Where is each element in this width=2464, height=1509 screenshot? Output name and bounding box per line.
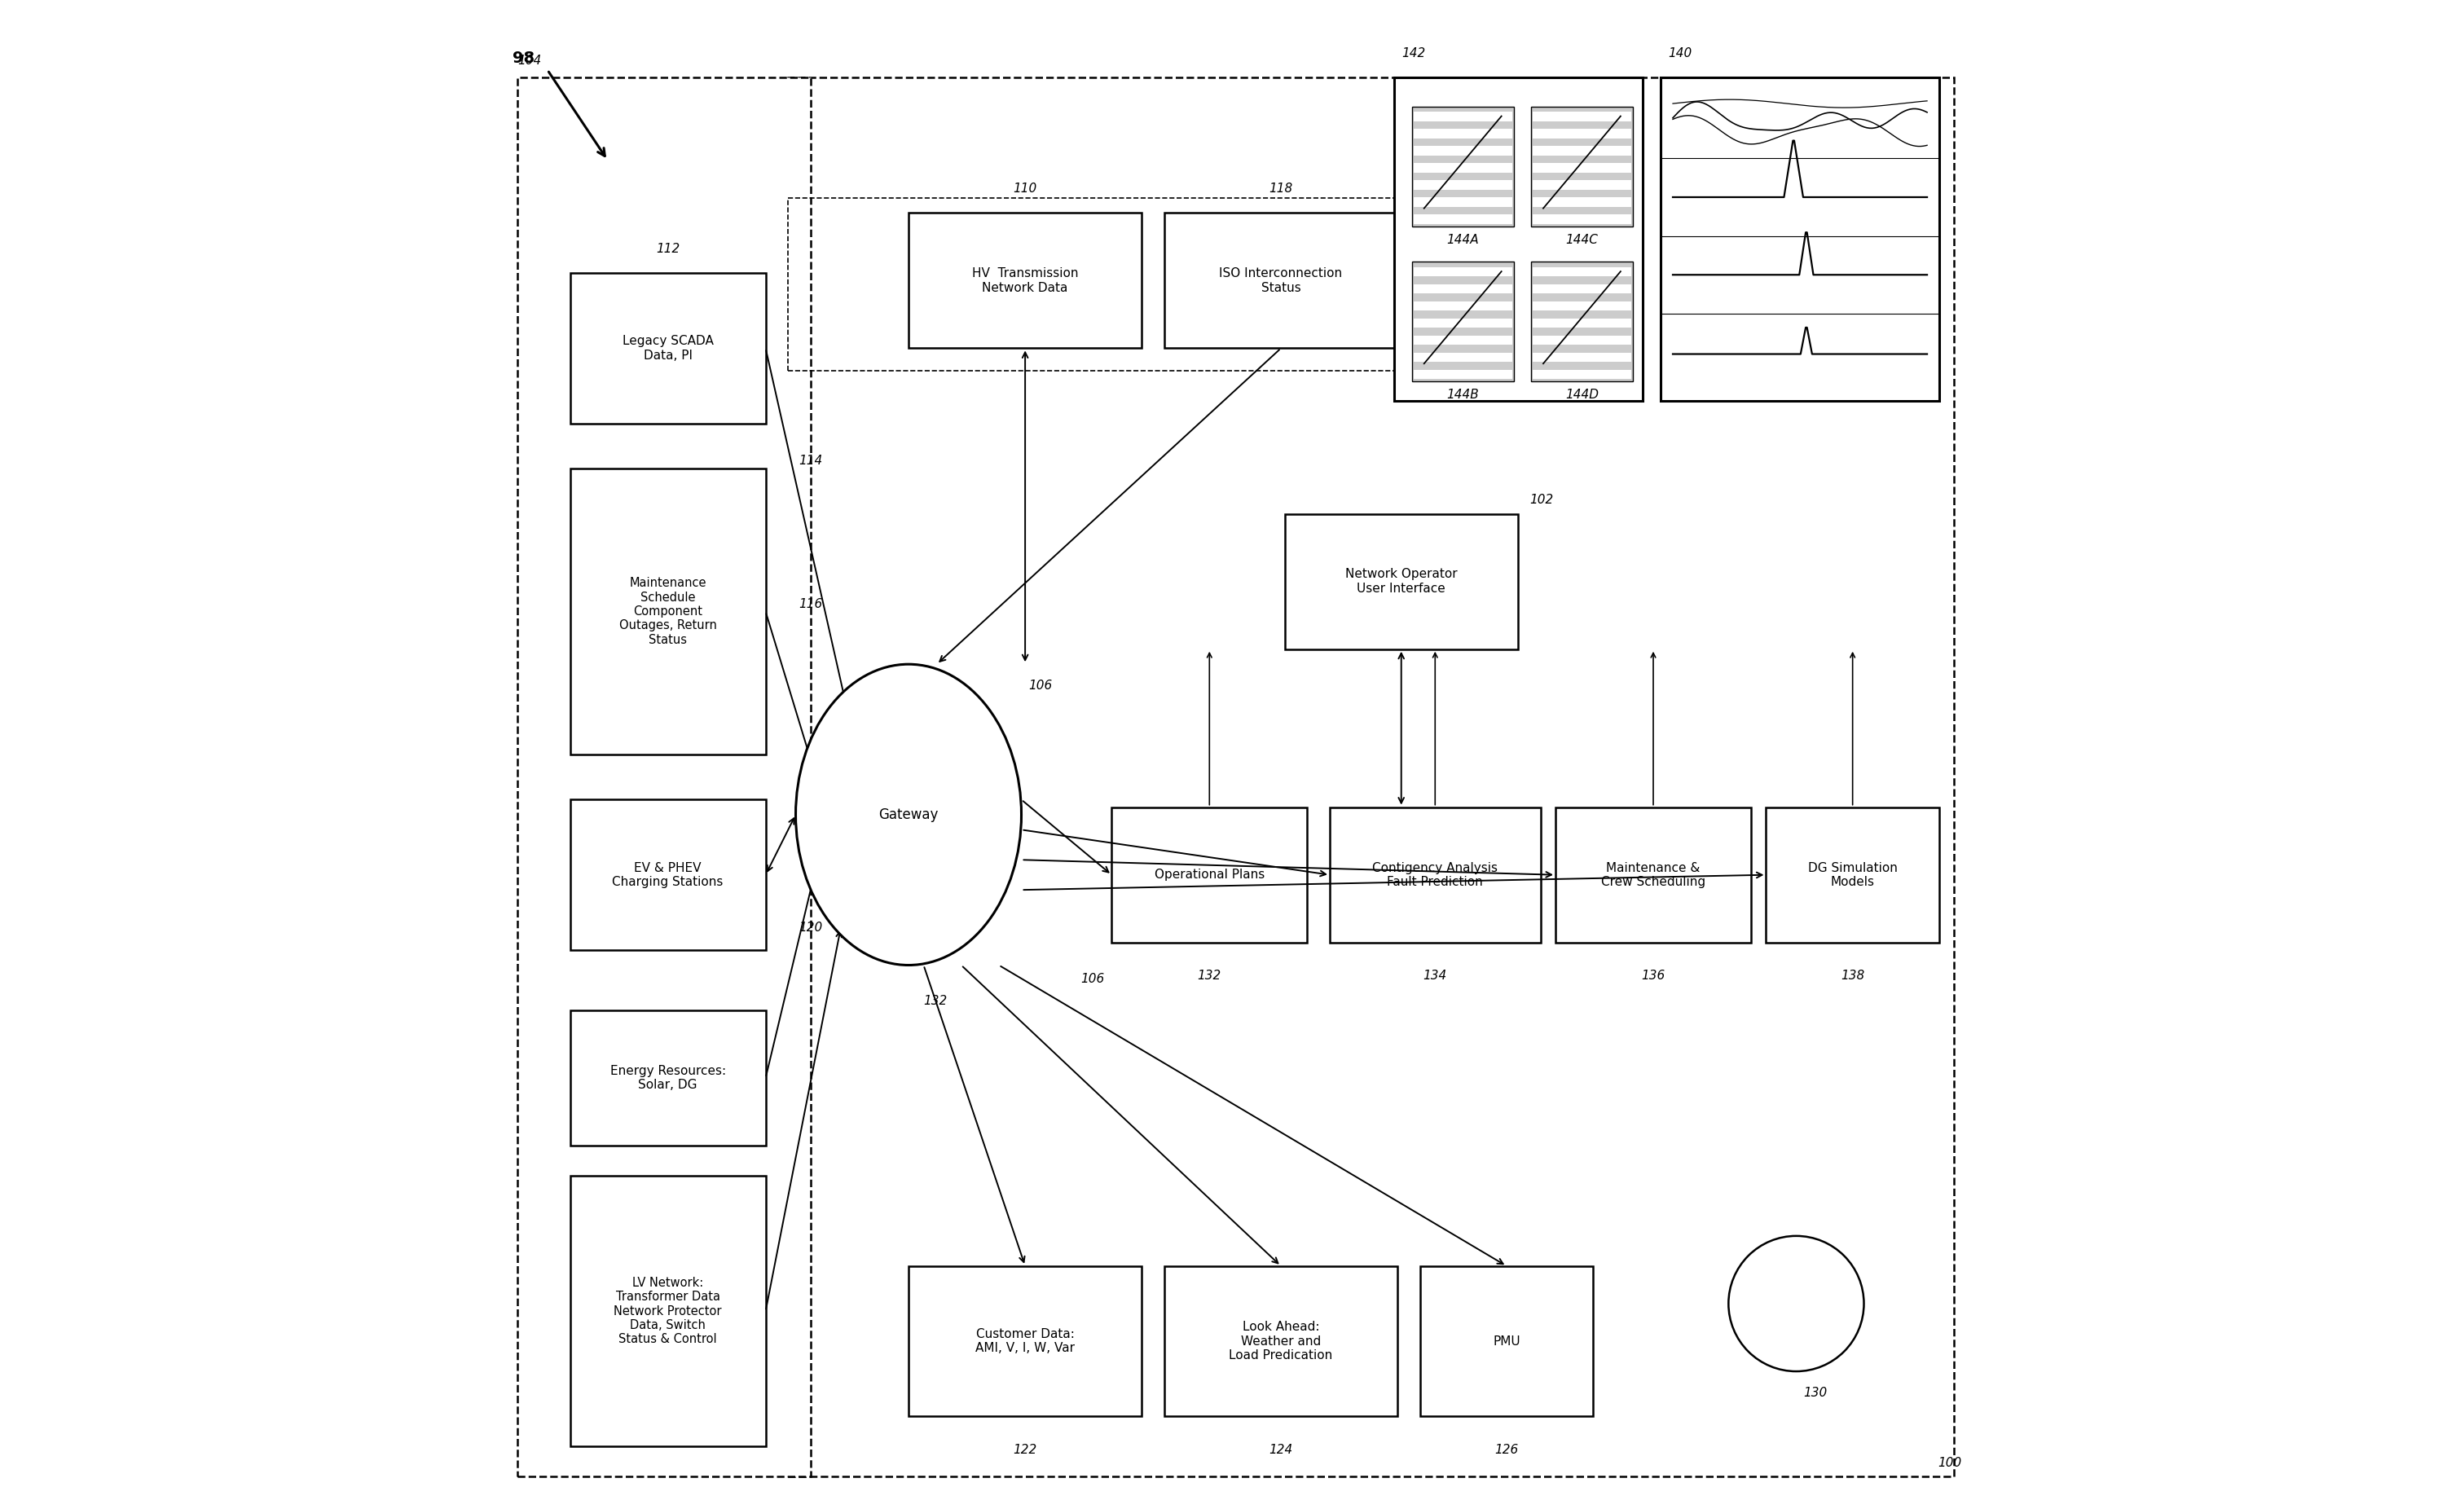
- FancyBboxPatch shape: [1530, 263, 1634, 382]
- Text: 124: 124: [1269, 1444, 1294, 1456]
- Text: Customer Data:
AMI, V, I, W, Var: Customer Data: AMI, V, I, W, Var: [976, 1328, 1074, 1355]
- FancyBboxPatch shape: [1414, 284, 1513, 293]
- FancyBboxPatch shape: [1533, 353, 1631, 362]
- Text: 116: 116: [798, 598, 823, 610]
- FancyBboxPatch shape: [1412, 263, 1513, 382]
- Text: 132: 132: [924, 996, 949, 1008]
- Text: 102: 102: [1530, 493, 1555, 506]
- Text: 144C: 144C: [1565, 234, 1599, 246]
- FancyBboxPatch shape: [1414, 267, 1513, 276]
- Text: 98: 98: [513, 50, 535, 66]
- Text: Gateway: Gateway: [880, 807, 939, 822]
- Text: 134: 134: [1424, 970, 1446, 982]
- Text: 144A: 144A: [1446, 234, 1478, 246]
- Text: 118: 118: [798, 794, 823, 806]
- FancyBboxPatch shape: [1414, 370, 1513, 379]
- FancyBboxPatch shape: [1414, 353, 1513, 362]
- FancyBboxPatch shape: [1767, 807, 1939, 943]
- Text: EV & PHEV
Charging Stations: EV & PHEV Charging Stations: [611, 862, 724, 889]
- Text: DG Simulation
Models: DG Simulation Models: [1809, 862, 1897, 889]
- Text: Look Ahead:
Weather and
Load Predication: Look Ahead: Weather and Load Predication: [1230, 1320, 1333, 1361]
- FancyBboxPatch shape: [1414, 214, 1513, 223]
- FancyBboxPatch shape: [1555, 807, 1752, 943]
- Text: 140: 140: [1668, 47, 1693, 59]
- FancyBboxPatch shape: [569, 1176, 766, 1447]
- FancyBboxPatch shape: [1412, 107, 1513, 226]
- FancyBboxPatch shape: [569, 1010, 766, 1145]
- FancyBboxPatch shape: [569, 273, 766, 424]
- Text: 118: 118: [1269, 183, 1294, 195]
- Ellipse shape: [796, 664, 1023, 966]
- FancyBboxPatch shape: [1165, 213, 1397, 349]
- Text: 110: 110: [1013, 183, 1037, 195]
- Text: 144D: 144D: [1565, 389, 1599, 401]
- FancyBboxPatch shape: [1533, 128, 1631, 139]
- Text: Contigency Analysis
Fault Prediction: Contigency Analysis Fault Prediction: [1372, 862, 1498, 889]
- Text: 144B: 144B: [1446, 389, 1478, 401]
- FancyBboxPatch shape: [1533, 302, 1631, 311]
- FancyBboxPatch shape: [1533, 370, 1631, 379]
- Text: ISO Interconnection
Status: ISO Interconnection Status: [1220, 267, 1343, 294]
- FancyBboxPatch shape: [909, 1266, 1141, 1417]
- FancyBboxPatch shape: [1414, 318, 1513, 327]
- Text: 112: 112: [655, 243, 680, 255]
- Text: 106: 106: [1079, 973, 1104, 985]
- Text: Maintenance &
Crew Scheduling: Maintenance & Crew Scheduling: [1602, 862, 1705, 889]
- FancyBboxPatch shape: [1284, 513, 1518, 649]
- FancyBboxPatch shape: [569, 800, 766, 951]
- Text: HV  Transmission
Network Data: HV Transmission Network Data: [971, 267, 1079, 294]
- FancyBboxPatch shape: [517, 77, 811, 1477]
- FancyBboxPatch shape: [1533, 284, 1631, 293]
- FancyBboxPatch shape: [1533, 214, 1631, 223]
- Text: 130: 130: [1804, 1387, 1828, 1399]
- FancyBboxPatch shape: [1111, 807, 1308, 943]
- FancyBboxPatch shape: [1533, 318, 1631, 327]
- Text: 138: 138: [1841, 970, 1865, 982]
- FancyBboxPatch shape: [1533, 335, 1631, 344]
- Text: 114: 114: [798, 456, 823, 468]
- Text: 106: 106: [1030, 679, 1052, 691]
- Text: Energy Resources:
Solar, DG: Energy Resources: Solar, DG: [611, 1065, 727, 1091]
- FancyBboxPatch shape: [1530, 107, 1634, 226]
- FancyBboxPatch shape: [569, 469, 766, 754]
- FancyBboxPatch shape: [1533, 198, 1631, 207]
- Text: 142: 142: [1402, 47, 1427, 59]
- FancyBboxPatch shape: [1414, 180, 1513, 190]
- FancyBboxPatch shape: [1414, 198, 1513, 207]
- FancyBboxPatch shape: [1419, 1266, 1594, 1417]
- Text: LV Network:
Transformer Data
Network Protector
Data, Switch
Status & Control: LV Network: Transformer Data Network Pro…: [614, 1277, 722, 1346]
- FancyBboxPatch shape: [1414, 128, 1513, 139]
- Text: Maintenance
Schedule
Component
Outages, Return
Status: Maintenance Schedule Component Outages, …: [618, 576, 717, 646]
- FancyBboxPatch shape: [1533, 146, 1631, 155]
- Text: Network Operator
User Interface: Network Operator User Interface: [1345, 569, 1456, 595]
- FancyBboxPatch shape: [1414, 112, 1513, 121]
- Circle shape: [1727, 1236, 1863, 1372]
- FancyBboxPatch shape: [1661, 77, 1939, 401]
- Text: 126: 126: [1496, 1444, 1518, 1456]
- Text: Operational Plans: Operational Plans: [1153, 869, 1264, 881]
- FancyBboxPatch shape: [1395, 77, 1643, 401]
- FancyBboxPatch shape: [788, 77, 1954, 1477]
- FancyBboxPatch shape: [1414, 335, 1513, 344]
- Text: 136: 136: [1641, 970, 1666, 982]
- FancyBboxPatch shape: [1533, 267, 1631, 276]
- FancyBboxPatch shape: [1533, 112, 1631, 121]
- Text: 104: 104: [517, 54, 542, 66]
- Text: PMU: PMU: [1493, 1335, 1520, 1348]
- FancyBboxPatch shape: [1414, 163, 1513, 172]
- Text: 132: 132: [1198, 970, 1222, 982]
- FancyBboxPatch shape: [1533, 180, 1631, 190]
- FancyBboxPatch shape: [1414, 146, 1513, 155]
- FancyBboxPatch shape: [1331, 807, 1540, 943]
- FancyBboxPatch shape: [909, 213, 1141, 349]
- FancyBboxPatch shape: [1414, 302, 1513, 311]
- Text: Legacy SCADA
Data, PI: Legacy SCADA Data, PI: [623, 335, 715, 362]
- FancyBboxPatch shape: [1165, 1266, 1397, 1417]
- Text: 122: 122: [1013, 1444, 1037, 1456]
- FancyBboxPatch shape: [1533, 163, 1631, 172]
- Text: 100: 100: [1937, 1456, 1961, 1470]
- Text: 120: 120: [798, 922, 823, 934]
